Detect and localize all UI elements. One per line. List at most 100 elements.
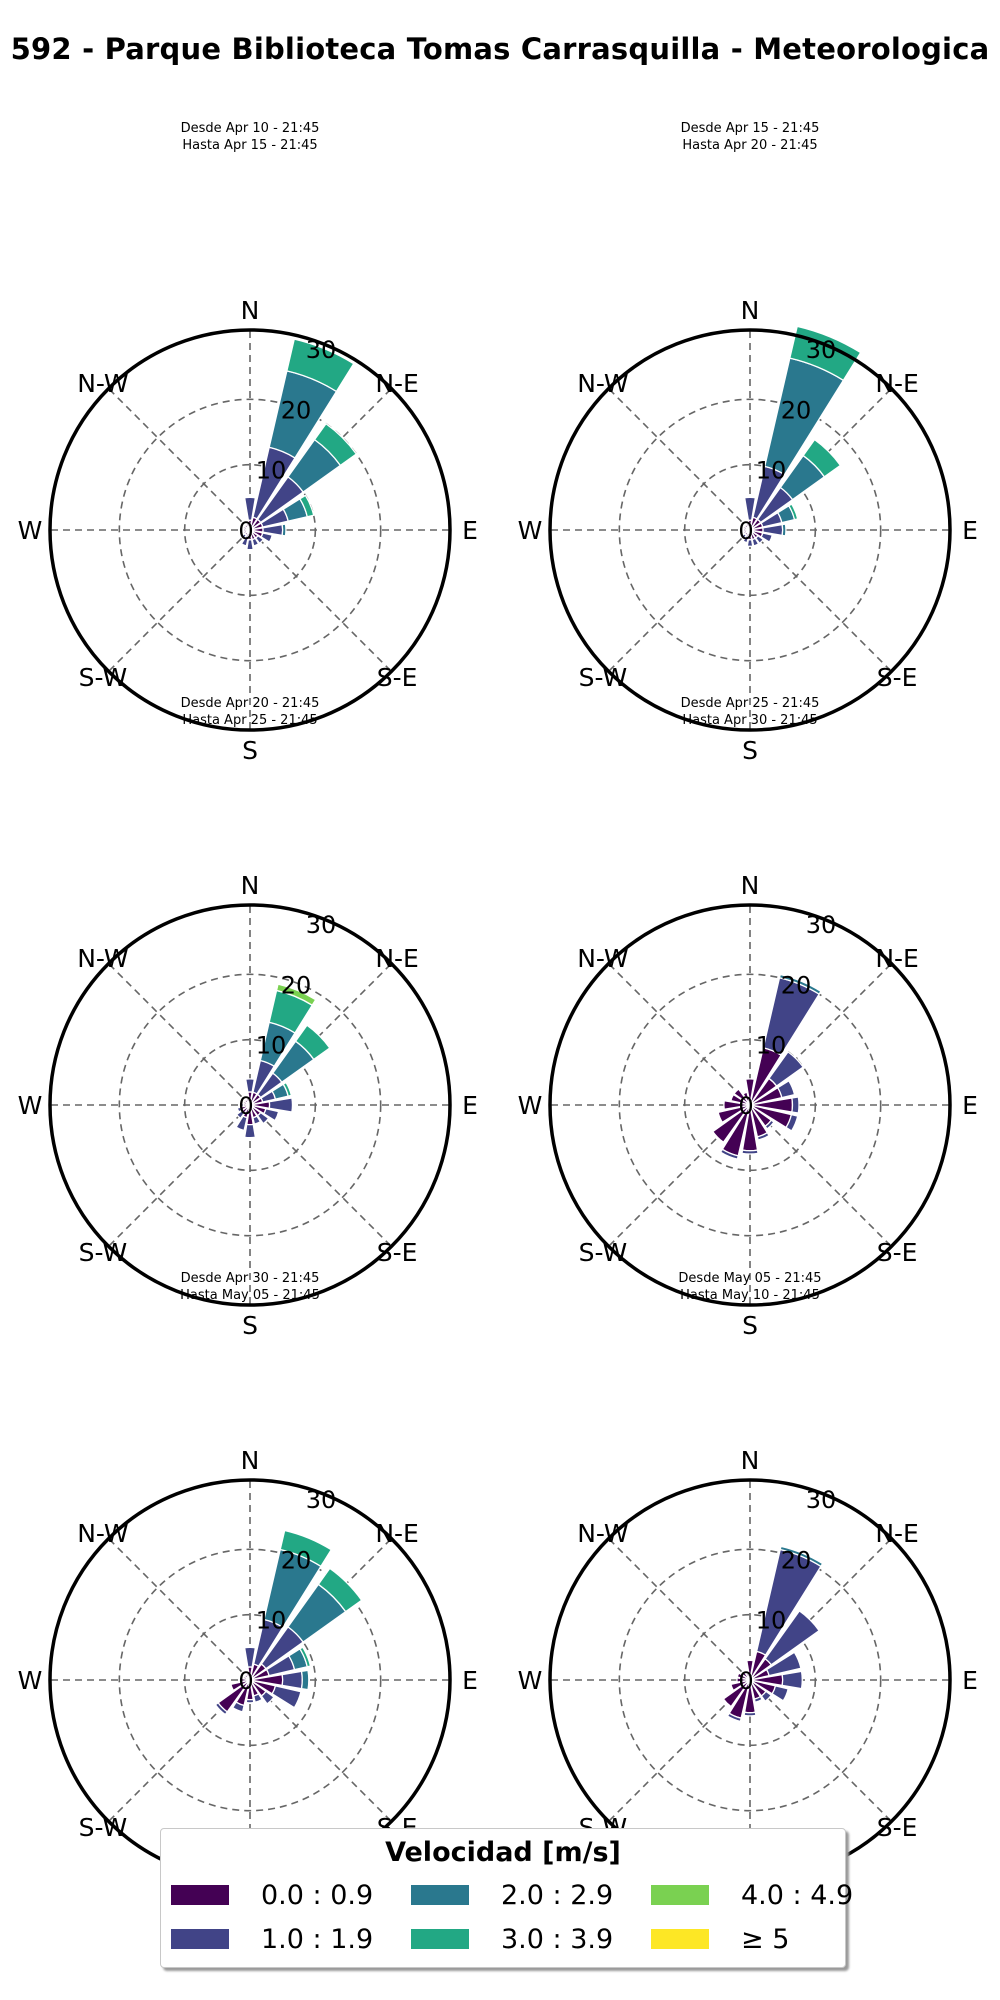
- windrose-panel-2: Desde Apr 15 - 21:45 Hasta Apr 20 - 21:45…: [500, 120, 1000, 765]
- spoke-gridline: [608, 388, 751, 531]
- windrose-bar-segment: [245, 522, 251, 531]
- legend-label: 4.0 : 4.9: [741, 1880, 854, 1911]
- compass-label: N-E: [875, 1519, 919, 1548]
- panel-subtitle-line: Desde Apr 10 - 21:45: [180, 121, 320, 136]
- windrose-bar-segment: [802, 438, 842, 478]
- windrose-bar-segment: [317, 1567, 363, 1613]
- compass-label: S: [742, 736, 758, 765]
- ring-gridline: [118, 1548, 382, 1812]
- windrose-bar-segment: [719, 1148, 739, 1160]
- spoke-gridline: [608, 529, 751, 672]
- compass-label: S-W: [79, 663, 128, 692]
- compass-label: N-W: [577, 944, 628, 973]
- windrose-bar-segment: [246, 538, 254, 551]
- windrose-bar-segment: [236, 1106, 243, 1113]
- windrose-bar-segment: [279, 1529, 333, 1568]
- radial-tick-label: 0: [238, 517, 253, 545]
- windrose-bar-segment: [771, 1685, 789, 1702]
- panel-subtitle-line: Hasta May 05 - 21:45: [180, 1288, 320, 1303]
- windrose-bar-segment: [722, 1679, 751, 1708]
- windrose-bar-segment: [791, 1096, 800, 1114]
- figure-title: 592 - Parque Biblioteca Tomas Carrasquil…: [10, 32, 990, 66]
- panel-subtitle: Desde May 05 - 21:45 Hasta May 10 - 21:45: [500, 1270, 1000, 1304]
- legend-swatch: [171, 1885, 229, 1905]
- windrose-panel-1: Desde Apr 10 - 21:45 Hasta Apr 15 - 21:45…: [0, 120, 500, 765]
- windrose-panel-3: Desde Apr 20 - 21:45 Hasta Apr 25 - 21:45…: [0, 695, 500, 1340]
- compass-label: N-E: [875, 369, 919, 398]
- compass-label: S-E: [877, 1813, 918, 1842]
- windrose-bar-segment: [760, 1690, 773, 1703]
- spoke-gridline: [108, 1104, 251, 1247]
- spoke-gridline: [608, 1538, 751, 1681]
- windrose-bar-segment: [733, 1088, 751, 1106]
- windrose-bar-segment: [243, 1123, 257, 1139]
- spoke-gridline: [749, 1679, 892, 1822]
- radial-tick-label: 0: [738, 1092, 753, 1120]
- radial-tick-label: 0: [738, 517, 753, 545]
- compass-label: N: [741, 1446, 760, 1475]
- windrose-bar-segment: [730, 1679, 751, 1692]
- radial-tick-label: 10: [256, 1032, 287, 1060]
- windrose-bar-segment: [787, 503, 799, 521]
- windrose-bar-segment: [298, 494, 315, 518]
- radial-tick-label: 30: [806, 336, 837, 364]
- windrose-bar-segment: [764, 1609, 821, 1666]
- radial-tick-label: 30: [306, 911, 337, 939]
- windrose-bar-segment: [235, 1115, 248, 1132]
- windrose-bar-segment: [252, 1692, 263, 1704]
- windrose-chart: 0 10 20 30 N N-E E S-E S S-W W N-W: [18, 296, 478, 765]
- radial-tick-label: 20: [781, 396, 812, 424]
- radial-tick-label: 30: [806, 1486, 837, 1514]
- windrose-bar-segment: [214, 1701, 229, 1716]
- windrose-bar-segment: [251, 537, 260, 547]
- windrose-bar-segment: [741, 1149, 759, 1155]
- spoke-gridline: [108, 963, 251, 1106]
- compass-label: N-W: [577, 1519, 628, 1548]
- windrose-bar-segment: [240, 534, 250, 547]
- windrose-frame: [548, 328, 952, 732]
- windrose-bar-segment: [282, 1081, 293, 1097]
- compass-label: S-E: [377, 1238, 418, 1267]
- legend-swatch: [651, 1885, 709, 1905]
- windrose-bar-segment: [281, 523, 287, 537]
- compass-label: E: [462, 516, 478, 545]
- compass-label: S-W: [79, 1813, 128, 1842]
- ring-gridline: [618, 973, 882, 1237]
- windrose-panel-6: Desde May 05 - 21:45 Hasta May 10 - 21:45…: [500, 1270, 1000, 1915]
- windrose-frame: [48, 328, 452, 732]
- windrose-bar-segment: [230, 1679, 251, 1692]
- windrose-bar-segment: [726, 1712, 742, 1723]
- compass-label: N: [241, 296, 260, 325]
- compass-label: S-E: [877, 1238, 918, 1267]
- spoke-gridline: [108, 1679, 251, 1822]
- radial-tick-label: 0: [238, 1092, 253, 1120]
- compass-label: W: [518, 516, 543, 545]
- legend-label: 3.0 : 3.9: [501, 1924, 614, 1955]
- windrose-bar-segment: [294, 1024, 331, 1061]
- compass-label: W: [518, 1091, 543, 1120]
- compass-label: W: [18, 1666, 43, 1695]
- panel-subtitle: Desde Apr 10 - 21:45 Hasta Apr 15 - 21:45: [0, 120, 500, 154]
- spoke-gridline: [749, 529, 892, 672]
- panel-subtitle-line: Hasta Apr 30 - 21:45: [682, 713, 818, 728]
- windrose-bar-segment: [736, 1677, 751, 1683]
- windrose-bar-segment: [723, 1099, 751, 1111]
- ring-gridline: [183, 463, 317, 597]
- windrose-bar-segment: [243, 496, 257, 522]
- windrose-bar-segment: [754, 534, 765, 545]
- panel-subtitle: Desde Apr 15 - 21:45 Hasta Apr 20 - 21:45: [500, 120, 1000, 154]
- ring-gridline: [118, 973, 382, 1237]
- spoke-gridline: [749, 963, 892, 1106]
- windrose-bar-segment: [745, 1672, 751, 1681]
- legend-swatch: [171, 1929, 229, 1949]
- compass-label: N: [241, 1446, 260, 1475]
- windrose-bar-segment: [313, 422, 358, 467]
- compass-label: W: [518, 1666, 543, 1695]
- windrose-bar-segment: [741, 532, 748, 539]
- windrose-bar-segment: [764, 1119, 775, 1130]
- windrose-bar-segment: [785, 1113, 799, 1132]
- ring-gridline: [618, 1548, 882, 1812]
- compass-label: N-W: [77, 369, 128, 398]
- windrose-frame: [48, 903, 452, 1307]
- windrose-bar-segment: [742, 1091, 751, 1106]
